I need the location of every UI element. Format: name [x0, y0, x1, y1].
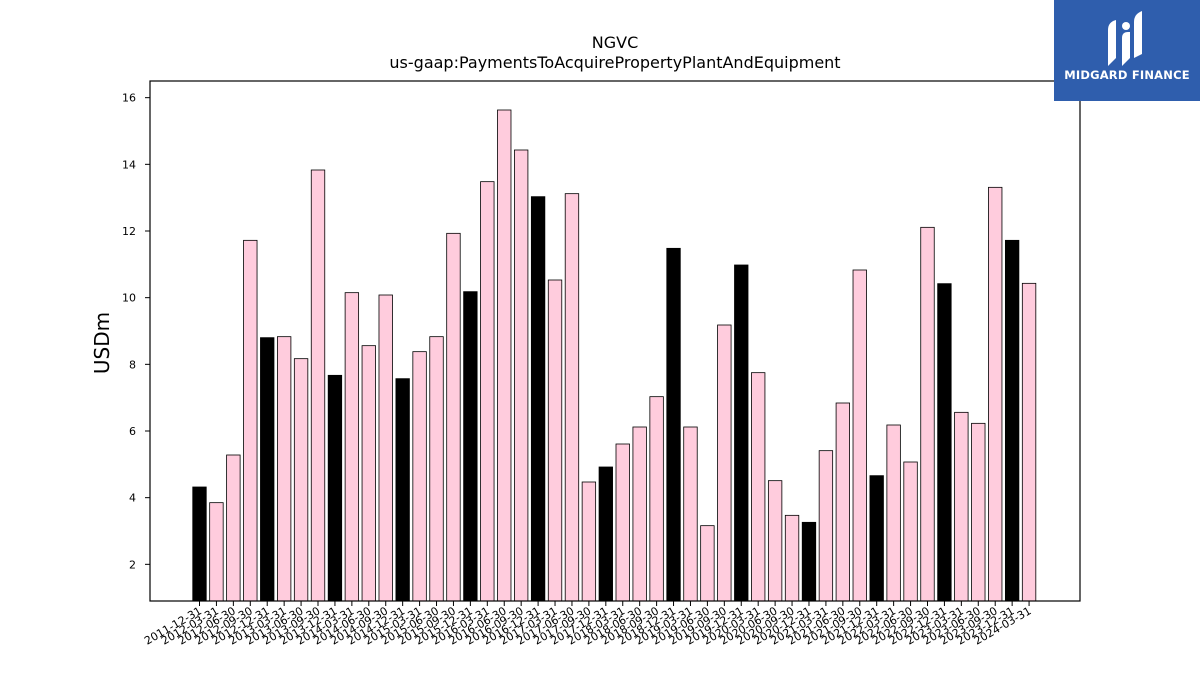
bar-2020-06-30 [767, 480, 783, 602]
bar-2015-12-31 [463, 291, 478, 602]
bar-2016-06-30 [497, 109, 512, 602]
bar-2014-09-30 [378, 294, 393, 602]
midgard-finance-logo: MIDGARD FINANCE [1054, 0, 1200, 101]
bar-2012-03-31 [209, 502, 224, 602]
x-axis: 2011-12-312012-03-312012-06-302012-09-30… [142, 601, 1034, 648]
bar-2017-09-30 [581, 481, 597, 602]
bar-2017-12-31 [598, 466, 613, 602]
y-tick-label: 10 [122, 292, 136, 305]
bar-2016-03-31 [480, 181, 495, 602]
bar-2018-03-31 [615, 443, 630, 602]
bar-2018-09-30 [649, 396, 664, 602]
bar-2020-03-31 [751, 372, 766, 602]
bar-2022-12-31 [937, 283, 952, 602]
bar-2018-12-31 [666, 247, 681, 602]
bar-2011-12-31 [192, 486, 207, 602]
bar-2021-03-31 [818, 450, 834, 602]
y-axis: 2 4 6 8 10 12 14 16 [122, 92, 150, 571]
bar-2020-09-30 [784, 514, 800, 602]
y-tick-label: 2 [129, 558, 136, 571]
plot-frame [149, 80, 1081, 602]
bar-2014-06-30 [361, 345, 376, 602]
bar-2013-12-31 [327, 374, 343, 602]
y-tick-label: 4 [129, 492, 136, 505]
bar-2012-06-30 [226, 454, 241, 602]
bar-2015-03-31 [412, 351, 427, 602]
bar-2019-03-31 [683, 426, 698, 602]
bar-2023-06-30 [971, 422, 986, 602]
y-tick-label: 6 [129, 425, 136, 438]
bar-2013-06-30 [293, 358, 309, 602]
bar-2017-03-31 [547, 279, 563, 602]
bar-2019-06-30 [700, 525, 715, 602]
bar-2019-09-30 [717, 324, 732, 602]
bars [192, 109, 1037, 602]
bar-2016-12-31 [530, 196, 546, 602]
bar-2018-06-30 [632, 426, 647, 602]
bar-2023-12-31 [1004, 239, 1020, 602]
bar-2023-09-30 [988, 186, 1003, 602]
bar-2021-12-31 [869, 475, 884, 602]
bar-2022-09-30 [920, 226, 935, 602]
y-tick-label: 14 [122, 158, 136, 171]
bar-2015-09-30 [446, 232, 461, 602]
bar-2012-12-31 [260, 337, 275, 602]
bar-2013-09-30 [310, 169, 326, 602]
bar-2022-03-31 [886, 424, 901, 602]
y-tick-label: 16 [122, 92, 136, 105]
bar-2016-09-30 [514, 149, 529, 602]
bar-2022-06-30 [903, 461, 918, 602]
logo-mark-icon [1108, 11, 1142, 66]
bar-2013-03-31 [276, 336, 292, 602]
y-tick-label: 8 [129, 358, 136, 371]
bar-2021-09-30 [852, 269, 867, 602]
bar-2023-03-31 [954, 411, 969, 602]
bar-2024-03-31 [1021, 282, 1037, 602]
bar-2020-12-31 [801, 521, 817, 602]
bar-2017-06-30 [564, 193, 580, 602]
bar-2021-06-30 [835, 402, 850, 602]
y-axis-label: USDm [90, 312, 114, 374]
bar-2012-09-30 [243, 239, 258, 602]
bar-2015-06-30 [429, 336, 444, 602]
bar-2014-03-31 [344, 292, 360, 602]
chart-title: NGVC [592, 33, 638, 52]
bar-2014-12-31 [395, 378, 410, 602]
bar-2019-12-31 [734, 264, 749, 602]
logo-text: MIDGARD FINANCE [1064, 68, 1190, 82]
chart-subtitle: us-gaap:PaymentsToAcquirePropertyPlantAn… [389, 53, 840, 72]
y-tick-label: 12 [122, 225, 136, 238]
